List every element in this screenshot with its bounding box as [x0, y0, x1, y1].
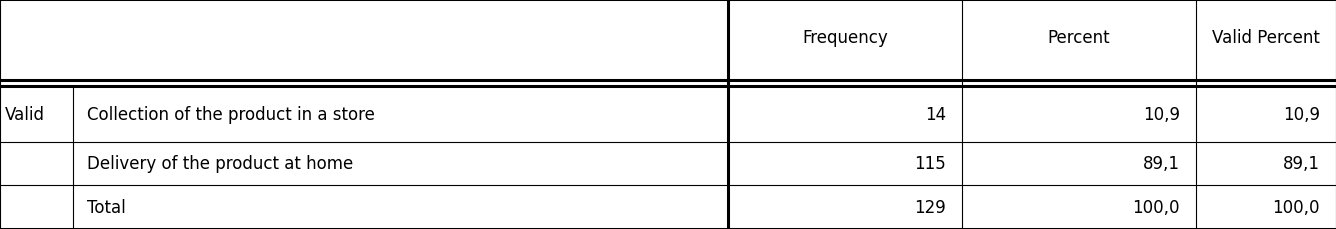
Text: 89,1: 89,1 [1142, 155, 1180, 173]
Text: Valid Percent: Valid Percent [1212, 29, 1320, 47]
Text: 10,9: 10,9 [1142, 106, 1180, 123]
Text: 100,0: 100,0 [1272, 198, 1320, 216]
Text: Percent: Percent [1047, 29, 1110, 47]
Text: Collection of the product in a store: Collection of the product in a store [87, 106, 374, 123]
Text: Delivery of the product at home: Delivery of the product at home [87, 155, 353, 173]
Text: Frequency: Frequency [802, 29, 888, 47]
Text: Valid: Valid [5, 106, 45, 123]
Text: 14: 14 [925, 106, 946, 123]
Text: Total: Total [87, 198, 126, 216]
Text: 115: 115 [914, 155, 946, 173]
Text: 89,1: 89,1 [1283, 155, 1320, 173]
Text: 100,0: 100,0 [1132, 198, 1180, 216]
Text: 10,9: 10,9 [1283, 106, 1320, 123]
Text: 129: 129 [914, 198, 946, 216]
